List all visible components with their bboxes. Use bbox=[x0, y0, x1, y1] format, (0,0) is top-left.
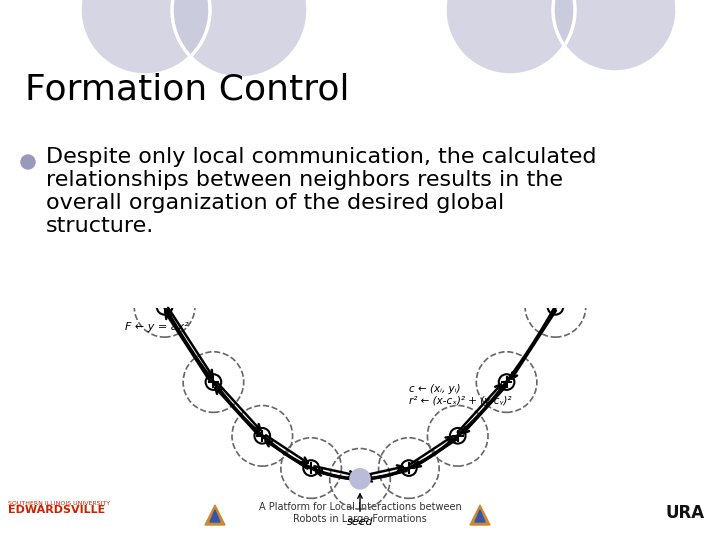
Text: overall organization of the desired global: overall organization of the desired glob… bbox=[46, 193, 504, 213]
Polygon shape bbox=[210, 510, 220, 522]
Text: EDWARDSVILLE: EDWARDSVILLE bbox=[8, 505, 105, 515]
Text: seed: seed bbox=[347, 494, 373, 527]
Text: F ← y = ax²: F ← y = ax² bbox=[125, 322, 189, 332]
Circle shape bbox=[80, 0, 210, 75]
Circle shape bbox=[350, 469, 370, 489]
Text: Despite only local communication, the calculated: Despite only local communication, the ca… bbox=[46, 147, 596, 167]
Text: Formation Control: Formation Control bbox=[25, 72, 349, 106]
Text: A Platform for Local Interactions between
Robots in Large Formations: A Platform for Local Interactions betwee… bbox=[258, 502, 462, 524]
Polygon shape bbox=[470, 505, 490, 525]
Circle shape bbox=[553, 0, 677, 72]
Circle shape bbox=[172, 0, 308, 78]
Polygon shape bbox=[205, 505, 225, 525]
Polygon shape bbox=[475, 510, 485, 522]
Text: relationships between neighbors results in the: relationships between neighbors results … bbox=[46, 170, 563, 190]
Text: structure.: structure. bbox=[46, 216, 154, 236]
Text: SOUTHERN ILLINOIS UNIVERSITY: SOUTHERN ILLINOIS UNIVERSITY bbox=[8, 501, 110, 506]
Circle shape bbox=[21, 155, 35, 169]
Text: c ← (xᵢ, yᵢ)
r² ← (x-cₓ)² + (y-cᵧ)²: c ← (xᵢ, yᵢ) r² ← (x-cₓ)² + (y-cᵧ)² bbox=[409, 384, 511, 406]
Circle shape bbox=[445, 0, 575, 75]
Text: URA: URA bbox=[666, 504, 705, 522]
